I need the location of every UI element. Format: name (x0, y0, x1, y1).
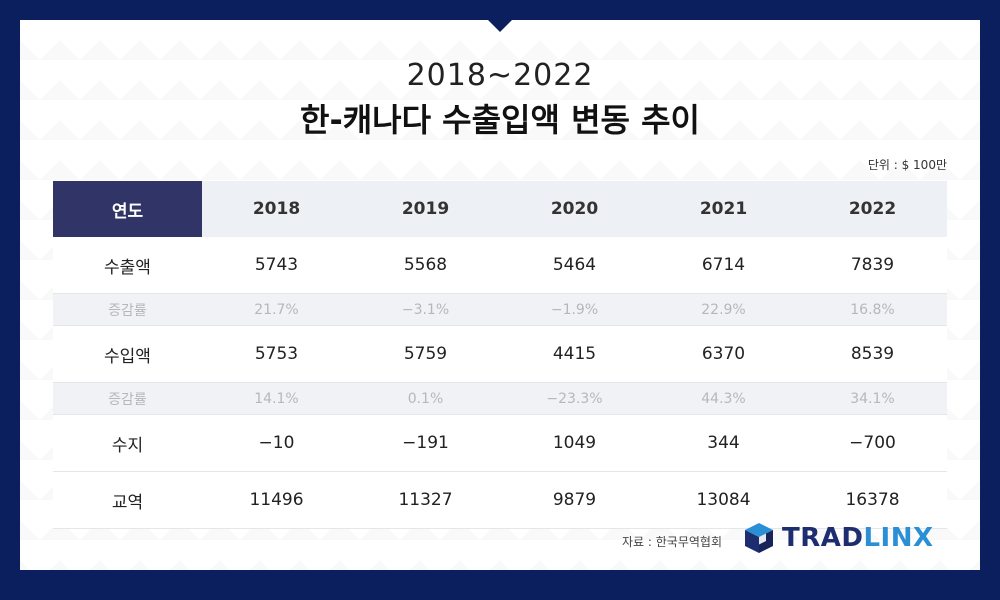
cell: 5464 (500, 237, 649, 294)
cell: −700 (798, 414, 947, 472)
cell: −1.9% (500, 293, 649, 326)
row-balance: 수지 −10 −191 1049 344 −700 (53, 414, 947, 472)
row-label: 수입액 (53, 325, 202, 383)
page-title: 한-캐나다 수출입액 변동 추이 (300, 101, 700, 139)
header-year: 2019 (351, 181, 500, 237)
cell: 7839 (798, 237, 947, 294)
cell: 5759 (351, 325, 500, 383)
cell: 13084 (649, 471, 798, 529)
header-year: 2018 (202, 181, 351, 237)
cube-logo-icon (745, 523, 773, 553)
cell: 22.9% (649, 293, 798, 326)
cell: 34.1% (798, 382, 947, 415)
cell: 8539 (798, 325, 947, 383)
row-label: 증감률 (53, 382, 202, 415)
cell: 4415 (500, 325, 649, 383)
cell: 6370 (649, 325, 798, 383)
logo-text-part2: LINX (863, 523, 934, 553)
cell: 344 (649, 414, 798, 472)
cell: 5753 (202, 325, 351, 383)
cell: −191 (351, 414, 500, 472)
cell: 0.1% (351, 382, 500, 415)
unit-note: 단위 : $ 100만 (867, 158, 947, 172)
row-label: 수지 (53, 414, 202, 472)
row-import-rate: 증감률 14.1% 0.1% −23.3% 44.3% 34.1% (53, 382, 947, 415)
row-import: 수입액 5753 5759 4415 6370 8539 (53, 325, 947, 383)
logo-wordmark: TRADLINX (782, 523, 934, 553)
cell: 6714 (649, 237, 798, 294)
row-export-rate: 증감률 21.7% −3.1% −1.9% 22.9% 16.8% (53, 293, 947, 326)
row-label: 수출액 (53, 237, 202, 294)
row-trade-volume: 교역 11496 11327 9879 13084 16378 (53, 471, 947, 529)
cell: 21.7% (202, 293, 351, 326)
content-card: 2018~2022 한-캐나다 수출입액 변동 추이 단위 : $ 100만 연… (20, 20, 980, 570)
title-years: 2018~2022 (406, 58, 594, 93)
cell: 11327 (351, 471, 500, 529)
logo-text-part1: TRAD (782, 523, 864, 553)
cell: 9879 (500, 471, 649, 529)
cell: 5743 (202, 237, 351, 294)
source-note: 자료 : 한국무역협회 (622, 535, 722, 549)
cell: 11496 (202, 471, 351, 529)
cell: 14.1% (202, 382, 351, 415)
trade-table: 연도 2018 2019 2020 2021 2022 수출액 5743 556… (53, 181, 947, 529)
header-year: 2020 (500, 181, 649, 237)
header-year-label: 연도 (53, 181, 202, 237)
header-year: 2022 (798, 181, 947, 237)
header-row: 연도 2018 2019 2020 2021 2022 (53, 181, 947, 237)
top-notch (488, 20, 512, 32)
cell: 44.3% (649, 382, 798, 415)
cell: −3.1% (351, 293, 500, 326)
cell: 16.8% (798, 293, 947, 326)
row-export: 수출액 5743 5568 5464 6714 7839 (53, 237, 947, 294)
cell: 16378 (798, 471, 947, 529)
cell: −23.3% (500, 382, 649, 415)
row-label: 교역 (53, 471, 202, 529)
tradlinx-logo: TRADLINX (742, 521, 947, 555)
cell: 5568 (351, 237, 500, 294)
header-year: 2021 (649, 181, 798, 237)
cell: 1049 (500, 414, 649, 472)
row-label: 증감률 (53, 293, 202, 326)
cell: −10 (202, 414, 351, 472)
